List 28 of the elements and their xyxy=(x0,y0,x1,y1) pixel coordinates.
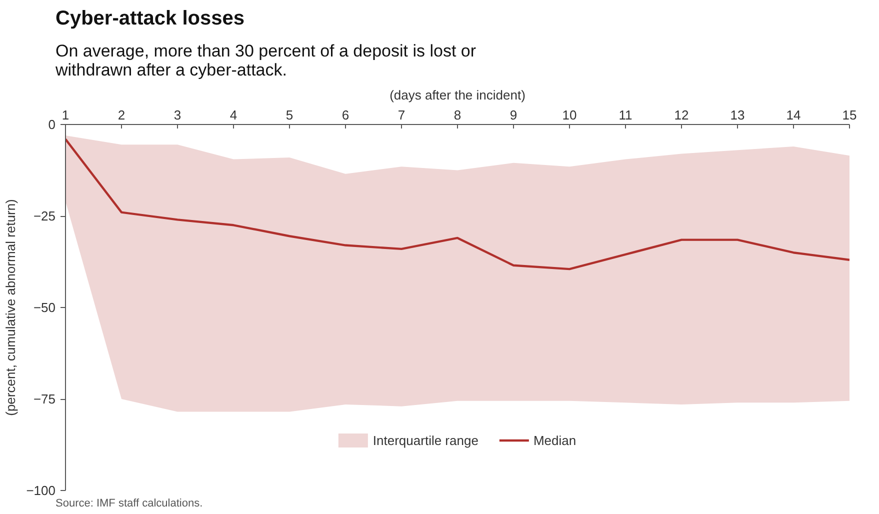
x-tick-label: 9 xyxy=(510,108,518,122)
source-note: Source: IMF staff calculations. xyxy=(56,498,203,510)
x-tick-label: 13 xyxy=(730,108,745,122)
legend-label: Median xyxy=(533,432,576,448)
line-series xyxy=(66,138,850,270)
x-tick-label: 14 xyxy=(786,108,801,122)
chart-subtitle: On average, more than 30 percent of a deposit is lost or withdrawn after a cyber-attack. xyxy=(54,42,476,80)
x-tick-label: 11 xyxy=(618,108,632,122)
x-tick-label: 6 xyxy=(342,108,350,122)
x-axis-title: (days after the incident) xyxy=(390,88,526,102)
x-tick-label: 8 xyxy=(454,108,462,122)
y-tick-label: −100 xyxy=(26,483,56,498)
y-axis-title: (percent, cumulative abnormal return) xyxy=(3,199,18,416)
x-tick-label: 7 xyxy=(398,108,406,122)
annotation: Interquartile range xyxy=(372,432,478,448)
x-tick-label: 10 xyxy=(562,108,577,122)
x-tick-label: 5 xyxy=(286,108,294,122)
x-tick-label: 2 xyxy=(118,108,126,122)
chart-title: Cyber-attack losses xyxy=(56,8,244,30)
y-tick-label: −25 xyxy=(33,208,56,224)
x-tick-label: 12 xyxy=(674,108,689,122)
y-tick-label: −75 xyxy=(33,392,56,406)
x-tick-label: 3 xyxy=(174,108,182,122)
x-tick-label: 4 xyxy=(230,108,238,122)
x-tick-label: 15 xyxy=(842,108,857,122)
y-tick-label: −50 xyxy=(33,300,56,315)
y-tick-label: 0 xyxy=(48,117,56,132)
x-tick-label: 1 xyxy=(62,108,70,122)
